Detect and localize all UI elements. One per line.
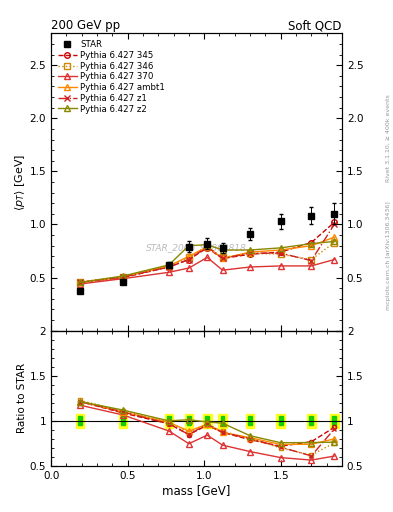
Pythia 6.427 345 [205, 245, 209, 251]
Pythia 6.427 z1 [332, 221, 337, 227]
Text: Rivet 3.1.10, ≥ 400k events: Rivet 3.1.10, ≥ 400k events [386, 94, 391, 182]
Line: Pythia 6.427 ambt1: Pythia 6.427 ambt1 [77, 234, 338, 286]
Pythia 6.427 z1 [248, 250, 252, 256]
Pythia 6.427 z2 [309, 241, 314, 247]
Bar [165, 414, 173, 428]
Pythia 6.427 370 [78, 281, 83, 287]
Text: mcplots.cern.ch [arXiv:1306.3436]: mcplots.cern.ch [arXiv:1306.3436] [386, 202, 391, 310]
Pythia 6.427 z1 [187, 257, 191, 263]
Pythia 6.427 ambt1 [187, 253, 191, 260]
Bar [332, 416, 336, 425]
Pythia 6.427 z1 [278, 250, 283, 256]
Pythia 6.427 370 [121, 275, 125, 282]
Pythia 6.427 z2 [205, 242, 209, 248]
Pythia 6.427 z2 [332, 239, 337, 245]
Pythia 6.427 z1 [78, 280, 83, 286]
Pythia 6.427 z1 [220, 255, 225, 262]
Line: Pythia 6.427 345: Pythia 6.427 345 [77, 220, 337, 285]
Bar [307, 414, 316, 428]
Pythia 6.427 346 [278, 251, 283, 258]
Pythia 6.427 370 [220, 267, 225, 273]
Y-axis label: Ratio to STAR: Ratio to STAR [17, 363, 27, 433]
Y-axis label: $\langle p_T \rangle$ [GeV]: $\langle p_T \rangle$ [GeV] [13, 154, 27, 210]
Bar [187, 416, 191, 425]
Pythia 6.427 370 [332, 257, 337, 263]
Bar [246, 414, 254, 428]
Pythia 6.427 345 [309, 240, 314, 246]
Bar [309, 416, 313, 425]
Pythia 6.427 ambt1 [205, 244, 209, 250]
Pythia 6.427 370 [248, 264, 252, 270]
Pythia 6.427 z2 [220, 247, 225, 253]
Pythia 6.427 346 [332, 240, 337, 246]
Pythia 6.427 ambt1 [220, 255, 225, 262]
Line: Pythia 6.427 346: Pythia 6.427 346 [77, 240, 337, 285]
Pythia 6.427 345 [278, 249, 283, 255]
Pythia 6.427 z1 [309, 258, 314, 264]
Text: STAR_2006_S6860818: STAR_2006_S6860818 [146, 243, 247, 252]
Pythia 6.427 345 [220, 255, 225, 262]
Pythia 6.427 z1 [121, 274, 125, 280]
Line: Pythia 6.427 z2: Pythia 6.427 z2 [77, 238, 338, 286]
Pythia 6.427 ambt1 [121, 274, 125, 280]
Bar [78, 416, 82, 425]
Bar [206, 416, 209, 425]
Pythia 6.427 z2 [121, 273, 125, 279]
Bar [76, 414, 84, 428]
Pythia 6.427 z1 [205, 244, 209, 250]
Pythia 6.427 370 [278, 263, 283, 269]
Pythia 6.427 ambt1 [309, 243, 314, 249]
Bar [221, 416, 224, 425]
Line: Pythia 6.427 370: Pythia 6.427 370 [77, 254, 338, 287]
Pythia 6.427 346 [220, 254, 225, 261]
X-axis label: mass [GeV]: mass [GeV] [162, 483, 231, 497]
Pythia 6.427 346 [78, 279, 83, 285]
Pythia 6.427 345 [78, 280, 83, 286]
Pythia 6.427 ambt1 [278, 247, 283, 253]
Bar [167, 416, 171, 425]
Pythia 6.427 ambt1 [78, 280, 83, 286]
Pythia 6.427 ambt1 [248, 249, 252, 255]
Bar [248, 416, 252, 425]
Pythia 6.427 z2 [187, 243, 191, 249]
Bar [218, 414, 227, 428]
Line: Pythia 6.427 z1: Pythia 6.427 z1 [77, 222, 337, 285]
Pythia 6.427 ambt1 [332, 234, 337, 240]
Pythia 6.427 346 [248, 250, 252, 256]
Pythia 6.427 345 [167, 264, 171, 270]
Pythia 6.427 370 [187, 265, 191, 271]
Pythia 6.427 346 [205, 244, 209, 250]
Bar [330, 414, 338, 428]
Bar [203, 414, 211, 428]
Pythia 6.427 346 [309, 257, 314, 263]
Legend: STAR, Pythia 6.427 345, Pythia 6.427 346, Pythia 6.427 370, Pythia 6.427 ambt1, : STAR, Pythia 6.427 345, Pythia 6.427 346… [55, 37, 168, 116]
Text: 200 GeV pp: 200 GeV pp [51, 19, 120, 32]
Pythia 6.427 370 [205, 254, 209, 261]
Pythia 6.427 346 [167, 263, 171, 269]
Pythia 6.427 z2 [278, 245, 283, 251]
Bar [185, 414, 193, 428]
Bar [121, 416, 125, 425]
Pythia 6.427 346 [187, 254, 191, 261]
Text: Soft QCD: Soft QCD [288, 19, 342, 32]
Bar [119, 414, 127, 428]
Pythia 6.427 ambt1 [167, 263, 171, 269]
Bar [276, 414, 285, 428]
Pythia 6.427 345 [332, 219, 337, 225]
Pythia 6.427 z2 [167, 262, 171, 268]
Pythia 6.427 z1 [167, 264, 171, 270]
Pythia 6.427 346 [121, 273, 125, 280]
Pythia 6.427 z2 [78, 280, 83, 286]
Pythia 6.427 370 [309, 263, 314, 269]
Pythia 6.427 z2 [248, 247, 252, 253]
Pythia 6.427 345 [248, 251, 252, 258]
Bar [279, 416, 283, 425]
Pythia 6.427 370 [167, 269, 171, 275]
Pythia 6.427 345 [187, 257, 191, 263]
Pythia 6.427 345 [121, 274, 125, 281]
